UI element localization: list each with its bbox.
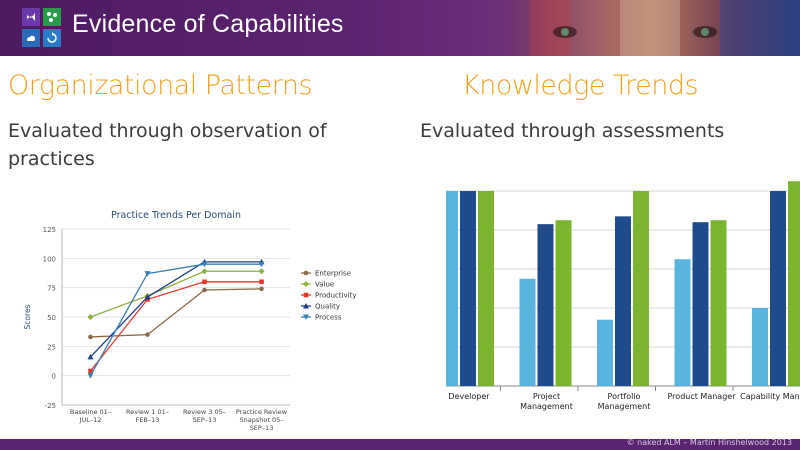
network-icon (43, 8, 61, 26)
x-category-label: Management (598, 402, 651, 411)
organizational-patterns-heading: Organizational Patterns (8, 70, 313, 101)
data-point (87, 314, 94, 320)
y-tick-label: 0 (52, 373, 56, 381)
data-point (303, 303, 309, 309)
data-point (145, 332, 150, 337)
data-point (303, 281, 309, 287)
x-tick-label: FEB–13 (136, 416, 160, 424)
data-point (259, 279, 264, 285)
bar-developer (446, 191, 458, 386)
left-subtitle-line-1: Evaluated through observation of (8, 120, 327, 142)
footer-bar: © naked ALM – Martin Hinshelwood 2013 (0, 438, 800, 450)
x-category-label: Portfolio (608, 392, 641, 401)
x-category-label: Product Manager (668, 392, 737, 401)
x-category-label: Developer (448, 392, 490, 401)
legend-entry-value: Value (315, 281, 334, 289)
series-line (89, 263, 262, 376)
knowledge-trends-heading: Knowledge Trends (462, 70, 699, 101)
knowledge-trends-chart: Developer ProjectManagementPortfolioManag… (446, 181, 800, 411)
app-logo (22, 8, 62, 48)
cloud-icon (22, 29, 40, 47)
y-axis-label: Scores (23, 304, 32, 329)
data-point (258, 268, 265, 275)
x-category-label: Capability Manager (740, 392, 800, 401)
series-line (90, 261, 262, 358)
bar-product-manager (692, 222, 709, 386)
legend-entry-enterprise: Enterprise (315, 270, 351, 278)
series-quality (87, 258, 265, 360)
page-title: Evidence of Capabilities (72, 10, 344, 38)
data-point (202, 279, 207, 285)
legend-entry-quality: Quality (315, 303, 340, 311)
bar-capability-manager (770, 191, 786, 386)
bar-portfolio-management (597, 319, 613, 386)
bar-portfolio-management (633, 191, 649, 386)
y-tick-label: -25 (45, 402, 56, 410)
right-subtitle: Evaluated through assessments (420, 120, 725, 142)
y-tick-label: 100 (43, 255, 56, 263)
bar-capability-manager (752, 308, 768, 386)
data-point (258, 261, 265, 268)
data-point (303, 270, 309, 276)
data-point (88, 334, 93, 340)
banner-image (470, 0, 800, 56)
data-point (87, 353, 94, 360)
x-category-label: Management (520, 402, 573, 411)
bar-product-manager (674, 259, 691, 386)
left-subtitle-line-2: practices (8, 148, 95, 170)
x-tick-label: Review 3 05– (183, 408, 226, 416)
y-tick-label: 25 (47, 343, 56, 351)
visual-studio-icon (22, 8, 40, 26)
chart-title: Practice Trends Per Domain (111, 210, 241, 221)
x-tick-label: Practice Review (236, 408, 288, 416)
copyright-text: © naked ALM – Martin Hinshelwood 2013 (626, 438, 792, 447)
x-tick-label: Snapshot 05– (240, 416, 284, 424)
data-point (201, 268, 208, 275)
x-tick-label: Review 1 01– (126, 408, 169, 416)
x-tick-label: Baseline 01– (70, 408, 111, 416)
data-point (88, 368, 93, 374)
x-category-label: Project (533, 392, 560, 401)
y-tick-label: 75 (47, 285, 56, 293)
y-tick-label: 50 (47, 314, 56, 322)
bar-project-management (555, 220, 572, 386)
data-point (87, 373, 94, 379)
data-point (202, 287, 207, 293)
data-point (144, 294, 151, 300)
series-line (90, 270, 262, 318)
series-value (87, 268, 265, 320)
data-point (303, 314, 309, 320)
title-bar: Evidence of Capabilities (0, 0, 800, 56)
bar-portfolio-management (615, 216, 631, 386)
data-point (259, 286, 264, 292)
bar-project-management (519, 278, 536, 386)
bar-developer (460, 191, 476, 386)
series-line (89, 281, 262, 372)
bar-capability-manager (788, 181, 800, 386)
refresh-icon (43, 29, 61, 47)
legend-entry-productivity: Productivity (315, 292, 357, 300)
y-tick-label: 125 (43, 226, 56, 234)
legend-entry-process: Process (315, 314, 342, 322)
series-productivity (88, 279, 264, 374)
bar-project-management (537, 224, 554, 386)
data-point (303, 292, 309, 298)
data-point (201, 261, 208, 268)
practice-trends-chart: Practice Trends Per Domain -25 0 25 50 75 100 1… (23, 210, 357, 432)
x-tick-label: SEP–13 (250, 424, 274, 432)
x-tick-label: SEP–13 (193, 416, 217, 424)
series-process (87, 261, 265, 379)
bar-product-manager (710, 220, 727, 386)
x-tick-label: JUL–12 (79, 416, 102, 424)
bar-developer (478, 191, 494, 386)
data-point (144, 271, 151, 277)
